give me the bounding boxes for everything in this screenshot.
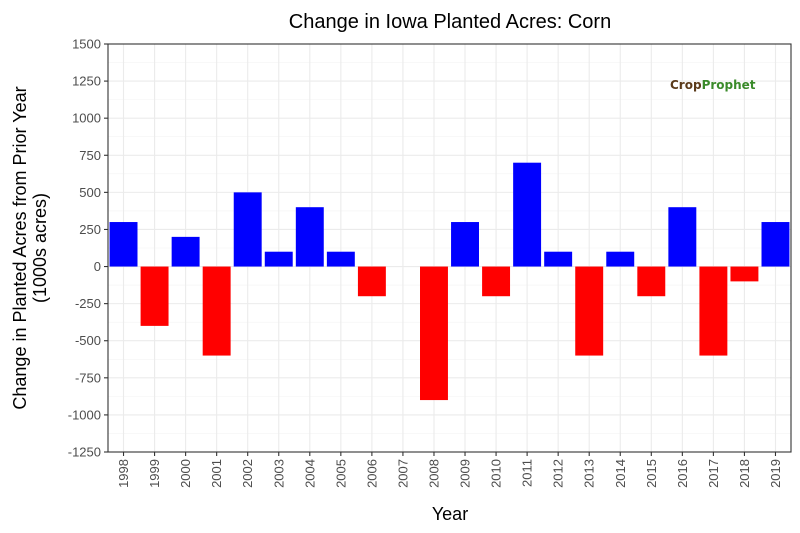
x-tick-label: 2012 <box>551 459 566 488</box>
logo-crop-text: Crop <box>670 78 702 92</box>
x-tick-label: 2003 <box>271 459 286 488</box>
bar-2018 <box>730 266 759 282</box>
cropprophet-logo: CropProphet <box>670 78 756 92</box>
logo-prophet-text: Prophet <box>702 78 756 92</box>
y-tick-label: -500 <box>75 333 101 348</box>
x-axis-title: Year <box>432 504 468 524</box>
y-tick-label: 250 <box>79 222 101 237</box>
x-tick-label: 2015 <box>644 459 659 488</box>
x-tick-label: 2010 <box>489 459 504 488</box>
x-tick-label: 1999 <box>147 459 162 488</box>
bar-2012 <box>544 251 573 267</box>
bar-2001 <box>202 266 231 356</box>
x-tick-label: 2004 <box>302 459 317 488</box>
x-tick-label: 1998 <box>116 459 131 488</box>
bar-2005 <box>326 251 355 267</box>
x-tick-label: 2011 <box>520 459 535 487</box>
bar-2008 <box>420 266 448 401</box>
x-tick-label: 2008 <box>426 459 441 488</box>
y-tick-label: 750 <box>79 148 101 163</box>
x-tick-label: 2006 <box>364 459 379 488</box>
bar-2015 <box>637 266 666 297</box>
y-axis: -1250 -1000 -750 -500 -250 0 250 500 750 1000 1250… <box>68 37 108 460</box>
bar-1999 <box>140 266 169 326</box>
x-tick-label: 2016 <box>675 459 690 488</box>
bar-2010 <box>482 266 511 297</box>
x-tick-label: 2017 <box>706 459 721 488</box>
y-axis-title: Change in Planted Acres from Prior Year … <box>10 86 50 409</box>
x-tick-label: 2005 <box>333 459 348 488</box>
bar-2000 <box>171 236 200 267</box>
x-tick-label: 2013 <box>582 459 597 488</box>
y-tick-label: 500 <box>79 185 101 200</box>
x-tick-label: 2002 <box>240 459 255 488</box>
x-tick-label: 2001 <box>209 459 224 488</box>
x-tick-label: 2018 <box>737 459 752 488</box>
bar-2017 <box>699 266 728 356</box>
bar-2016 <box>668 207 697 267</box>
bar-2003 <box>264 251 293 267</box>
bar-2002 <box>233 192 262 267</box>
x-tick-label: 2014 <box>613 459 628 488</box>
svg-text:CropProphet: CropProphet <box>670 78 756 92</box>
bar-2009 <box>451 222 479 267</box>
bar-2004 <box>295 207 324 267</box>
y-tick-label: -750 <box>75 370 101 385</box>
y-tick-label: 0 <box>94 259 101 274</box>
bars <box>109 162 790 401</box>
y-tick-label: 1250 <box>72 74 101 89</box>
x-axis: 1998 1999 2000 2001 2002 2003 2004 2005 2006 2007… <box>116 452 783 488</box>
bar-2014 <box>606 251 635 267</box>
x-tick-label: 2019 <box>768 459 783 488</box>
y-tick-label: -250 <box>75 296 101 311</box>
y-tick-label: -1250 <box>68 445 101 460</box>
bar-1998 <box>109 222 138 267</box>
x-tick-label: 2007 <box>395 459 410 488</box>
panel-border <box>107 43 792 453</box>
bar-2019 <box>761 222 790 267</box>
y-tick-label: 1500 <box>72 37 101 52</box>
bar-2011 <box>513 162 542 267</box>
y-tick-label: -1000 <box>68 407 101 422</box>
y-tick-label: 1000 <box>72 111 101 126</box>
y-axis-title-line1: Change in Planted Acres from Prior Year <box>10 86 30 409</box>
chart-title: Change in Iowa Planted Acres: Corn <box>289 11 611 33</box>
bar-2006 <box>357 266 386 297</box>
y-axis-title-line2: (1000s acres) <box>30 193 50 303</box>
x-tick-label: 2009 <box>458 459 473 488</box>
bar-2013 <box>575 266 604 356</box>
x-tick-label: 2000 <box>178 459 193 488</box>
